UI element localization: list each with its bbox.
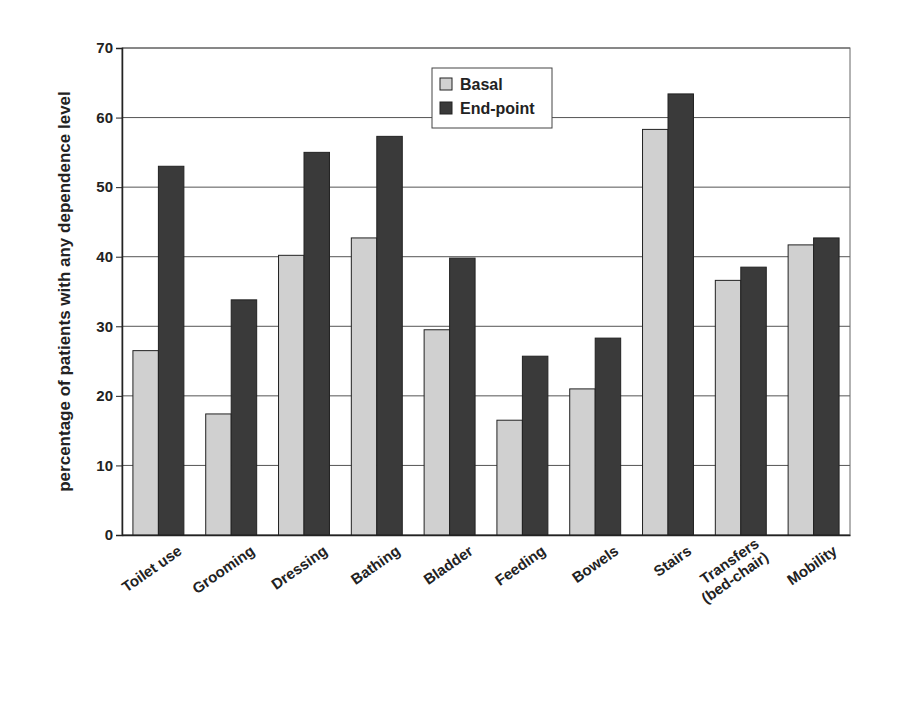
x-tick-label: Dressing (268, 542, 330, 593)
y-tick-label: 10 (96, 457, 113, 474)
legend-label: Basal (460, 76, 503, 93)
plot: 0 10 20 30 40 50 60 70 Toilet useGroomingDressin… (96, 39, 850, 606)
x-tick-label: Bladder (420, 542, 476, 588)
y-tick-label: 0 (105, 526, 113, 543)
x-tick: Grooming (189, 535, 257, 597)
legend: Basal End-point (432, 68, 552, 128)
bar (570, 389, 595, 535)
legend-swatch (440, 78, 452, 90)
x-tick-label: Bowels (569, 542, 622, 586)
bar (595, 338, 620, 535)
x-tick: Transfers(bed-chair) (689, 534, 772, 606)
bar (497, 420, 522, 535)
legend-box (432, 68, 552, 128)
bar (643, 129, 668, 535)
bar (668, 94, 693, 535)
bar (377, 136, 402, 535)
y-tick-label: 60 (96, 109, 113, 126)
y-tick-mark (116, 187, 122, 188)
x-tick: Bowels (569, 535, 622, 586)
x-tick-label: Bathing (348, 542, 403, 588)
y-tick-mark (116, 535, 122, 536)
x-tick: Mobility (784, 535, 841, 588)
bar (424, 330, 449, 535)
x-tick: Bladder (420, 535, 476, 588)
y-axis-title: percentage of patients with any dependen… (55, 91, 74, 492)
y-tick-mark (116, 396, 122, 397)
y-tick: 60 (96, 109, 122, 126)
y-tick-mark (116, 465, 122, 466)
legend-swatch (440, 102, 452, 114)
bar (788, 245, 813, 535)
y-tick-mark (116, 118, 122, 119)
bar (231, 300, 256, 535)
y-tick-label: 70 (96, 39, 113, 56)
bar (133, 351, 158, 535)
plot-frame (122, 48, 850, 535)
legend-label: End-point (460, 100, 535, 117)
y-tick: 10 (96, 457, 122, 474)
grid-line (122, 256, 850, 257)
x-tick: Feeding (492, 535, 549, 589)
bar (715, 280, 740, 535)
y-tick: 50 (96, 178, 122, 195)
y-tick: 20 (96, 387, 122, 404)
bar (206, 414, 231, 535)
y-tick-label: 30 (96, 318, 113, 335)
x-tick-label: Grooming (189, 542, 257, 597)
x-tick: Stairs (650, 535, 694, 580)
x-tick: Toilet use (118, 535, 184, 595)
y-tick: 40 (96, 248, 122, 265)
y-tick: 0 (105, 526, 122, 543)
bar (304, 152, 329, 535)
y-axis: 0 10 20 30 40 50 60 70 (96, 39, 122, 543)
grid (122, 48, 850, 535)
bar (351, 238, 376, 535)
x-tick-label: Toilet use (118, 542, 184, 595)
y-tick: 30 (96, 318, 122, 335)
x-axis: Toilet useGroomingDressing Bathing Bladder… (118, 534, 850, 606)
bars (133, 94, 839, 535)
x-tick: Bathing (348, 535, 403, 588)
x-axis-line (123, 535, 851, 537)
y-tick-label: 20 (96, 387, 113, 404)
bar (814, 238, 839, 535)
bar (279, 255, 304, 535)
y-tick-label: 50 (96, 178, 113, 195)
y-tick-label: 40 (96, 248, 113, 265)
y-tick-mark (116, 48, 122, 49)
bar (158, 166, 183, 535)
bar (450, 258, 475, 535)
y-tick-mark (116, 326, 122, 327)
x-tick-label: Transfers(bed-chair) (689, 534, 772, 606)
bar (741, 267, 766, 535)
x-tick-label: Mobility (784, 541, 841, 588)
y-tick-mark (116, 257, 122, 258)
y-tick: 70 (96, 39, 122, 56)
chart: 0 10 20 30 40 50 60 70 Toilet useGroomingDressin… (0, 0, 900, 712)
y-axis-line (116, 49, 123, 536)
x-tick-label: Stairs (650, 542, 694, 580)
x-tick-label: Feeding (492, 542, 549, 589)
x-tick: Dressing (268, 535, 330, 593)
grid-line (122, 187, 850, 188)
bar (522, 356, 547, 535)
